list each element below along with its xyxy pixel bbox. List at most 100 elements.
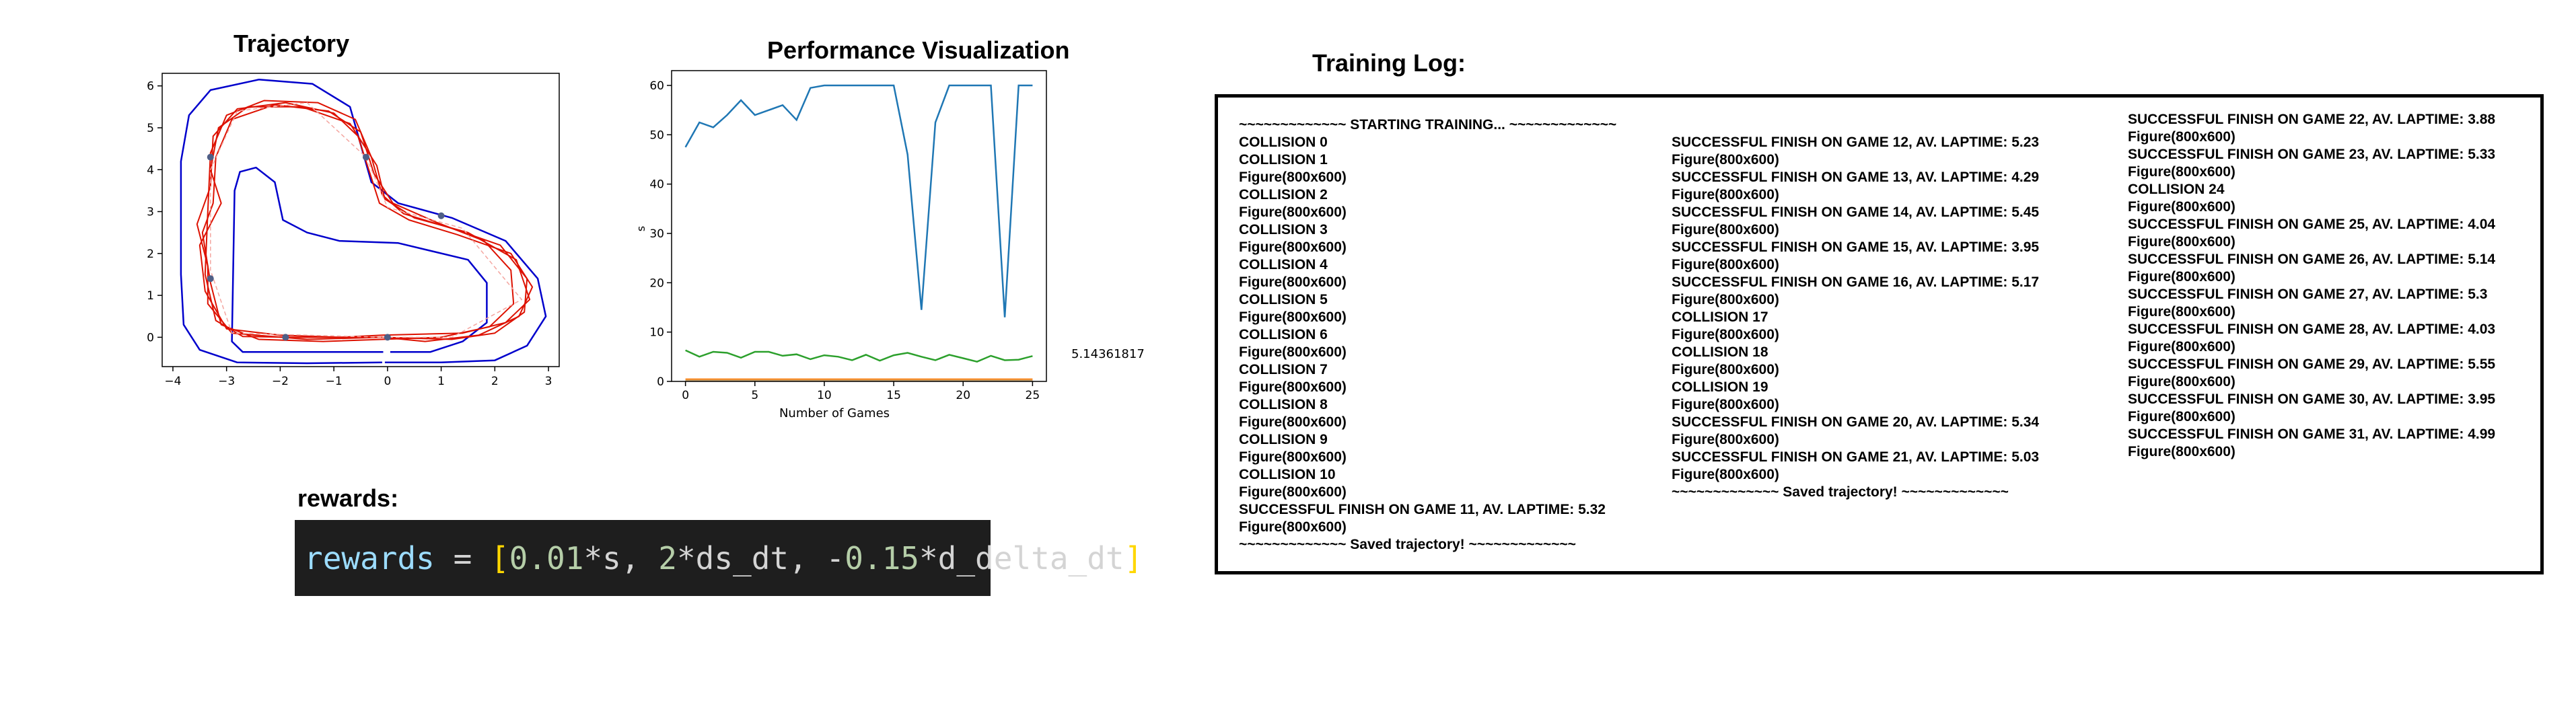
trajectory-axes-frame [162,73,560,367]
performance-series-line-2 [685,349,1033,363]
track-inner-boundary [231,166,488,353]
log-line: Figure(800x600) [1239,414,1347,430]
x-tick-label: 25 [1026,389,1040,402]
log-line: Figure(800x600) [2128,269,2235,285]
log-line: SUCCESSFUL FINISH ON GAME 27, AV. LAPTIM… [2128,287,2488,302]
log-line: SUCCESSFUL FINISH ON GAME 21, AV. LAPTIM… [1672,449,2040,465]
log-line: Figure(800x600) [2128,129,2235,145]
log-line: Figure(800x600) [1239,344,1347,360]
log-line: ~~~~~~~~~~~~~ Saved trajectory! ~~~~~~~~… [1239,537,1576,552]
code-token: rewards [304,539,435,576]
trajectory-title: Trajectory [234,30,350,57]
waypoint-marker [437,212,445,219]
log-line: Figure(800x600) [1239,204,1347,220]
log-line: Figure(800x600) [1239,309,1347,325]
x-tick-label: 20 [956,389,970,402]
log-line: SUCCESSFUL FINISH ON GAME 14, AV. LAPTIM… [1672,204,2040,220]
waypoint-marker [362,153,369,161]
performance-final-value-annotation: 5.14361817 [1071,347,1145,361]
code-token: 0.15 [845,539,919,576]
log-line: Figure(800x600) [1239,379,1347,395]
y-tick-label: 6 [147,80,154,94]
rewards-title: rewards: [297,484,399,512]
log-line: SUCCESSFUL FINISH ON GAME 31, AV. LAPTIM… [2128,426,2496,442]
log-line: Figure(800x600) [1239,170,1347,185]
x-tick-label: 0 [682,389,689,402]
code-token: *d_delta_dt [919,539,1124,576]
code-token: *ds_dt, - [676,539,845,576]
x-tick-label: −1 [326,375,343,388]
log-line: COLLISION 17 [1672,309,1768,325]
performance-x-label: Number of Games [779,406,890,420]
y-tick-label: 0 [147,331,154,344]
log-line: Figure(800x600) [2128,444,2235,459]
log-line: Figure(800x600) [2128,164,2235,180]
x-tick-label: −4 [164,375,181,388]
performance-ticks: 0 5 10 15 20 25 0 10 20 30 40 50 60 [649,79,1040,402]
x-tick-label: 10 [817,389,832,402]
y-tick-label: 4 [147,163,154,177]
track-outer-boundary [180,79,547,365]
log-line: SUCCESSFUL FINISH ON GAME 23, AV. LAPTIM… [2128,147,2496,162]
log-line: Figure(800x600) [1672,467,1779,482]
y-tick-label: 5 [147,122,154,135]
log-line: Figure(800x600) [1672,292,1779,307]
log-line: SUCCESSFUL FINISH ON GAME 29, AV. LAPTIM… [2128,357,2496,372]
x-tick-label: 5 [751,389,758,402]
performance-y-label: s [635,226,647,231]
log-line: SUCCESSFUL FINISH ON GAME 28, AV. LAPTIM… [2128,322,2496,337]
log-line: COLLISION 5 [1239,292,1328,307]
training-log-column-1: ~~~~~~~~~~~~~ STARTING TRAINING... ~~~~~… [1239,116,1616,554]
y-tick-label: 1 [147,289,154,303]
log-line: Figure(800x600) [2128,199,2235,215]
log-line: SUCCESSFUL FINISH ON GAME 12, AV. LAPTIM… [1672,135,2040,150]
reference-line [210,102,523,338]
log-line: COLLISION 9 [1239,432,1328,447]
waypoint-marker [207,275,214,283]
x-tick-label: 3 [545,375,552,388]
log-line: SUCCESSFUL FINISH ON GAME 30, AV. LAPTIM… [2128,391,2496,407]
log-line: Figure(800x600) [1239,274,1347,290]
log-line: COLLISION 19 [1672,379,1768,395]
y-tick-label: 60 [649,79,664,93]
trajectory-ticks: −4 −3 −2 −1 0 1 2 3 0 1 2 3 4 5 6 [147,80,552,388]
performance-series-line-1 [684,84,1033,318]
code-token: ] [1124,539,1143,576]
trajectory-path-2 [201,104,515,342]
x-tick-label: −2 [272,375,289,388]
log-line: Figure(800x600) [1672,187,1779,202]
log-line: COLLISION 3 [1239,222,1328,237]
y-tick-label: 50 [649,128,664,142]
waypoint-marker [282,334,289,341]
log-line: COLLISION 10 [1239,467,1336,482]
log-line: ~~~~~~~~~~~~~ Saved trajectory! ~~~~~~~~… [1672,484,2009,500]
log-line: SUCCESSFUL FINISH ON GAME 15, AV. LAPTIM… [1672,239,2040,255]
log-line: COLLISION 0 [1239,135,1328,150]
x-tick-label: 15 [886,389,901,402]
log-line: Figure(800x600) [2128,409,2235,424]
code-token: [ [490,539,509,576]
waypoint-marker [384,334,391,341]
log-line: Figure(800x600) [1239,449,1347,465]
log-line: COLLISION 18 [1672,344,1768,360]
log-line: Figure(800x600) [1672,362,1779,377]
log-line: COLLISION 1 [1239,152,1328,167]
training-log-box: ~~~~~~~~~~~~~ STARTING TRAINING... ~~~~~… [1215,94,2544,574]
rewards-code-snippet: rewards = [0.01 *s, 2 *ds_dt, -0.15 *d_delt… [295,520,1143,596]
training-log-title: Training Log: [1312,49,1466,77]
log-line: Figure(800x600) [2128,374,2235,389]
log-line: COLLISION 2 [1239,187,1328,202]
log-line: SUCCESSFUL FINISH ON GAME 20, AV. LAPTIM… [1672,414,2040,430]
log-line: Figure(800x600) [2128,304,2235,320]
performance-series [684,84,1033,382]
y-tick-label: 2 [147,248,154,261]
training-log-column-2: SUCCESSFUL FINISH ON GAME 12, AV. LAPTIM… [1672,134,2039,501]
log-line: SUCCESSFUL FINISH ON GAME 11, AV. LAPTIM… [1239,502,1606,517]
code-token: 2 [658,539,677,576]
log-line: Figure(800x600) [1672,152,1779,167]
log-line: COLLISION 8 [1239,397,1328,412]
performance-axes-frame [671,70,1047,382]
y-tick-label: 0 [657,375,664,389]
log-line: Figure(800x600) [1672,257,1779,272]
y-tick-label: 30 [649,227,664,241]
